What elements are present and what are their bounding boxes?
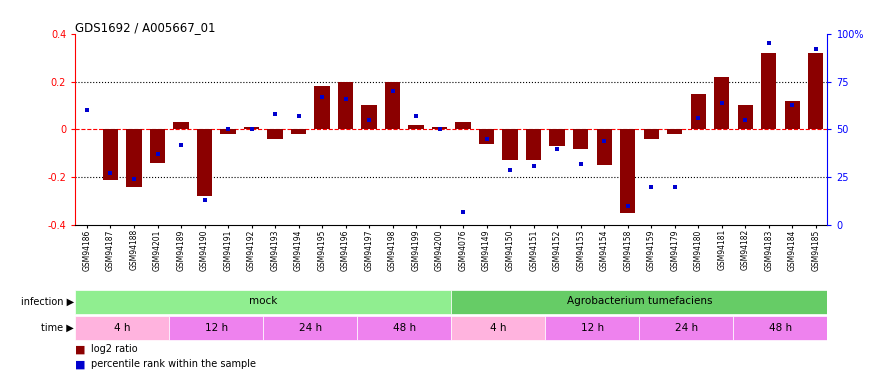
Bar [75, 290, 451, 314]
Bar [550, 129, 565, 146]
Bar [409, 124, 424, 129]
Bar [545, 316, 639, 340]
Bar [643, 129, 658, 139]
Bar [639, 316, 734, 340]
Text: 24 h: 24 h [675, 322, 698, 333]
Text: log2 ratio: log2 ratio [91, 344, 138, 354]
Text: 4 h: 4 h [490, 322, 506, 333]
Bar [75, 316, 169, 340]
Bar [573, 129, 589, 149]
Bar [456, 122, 471, 129]
Bar [503, 129, 518, 160]
Text: 24 h: 24 h [299, 322, 322, 333]
Bar [314, 86, 330, 129]
Text: 12 h: 12 h [581, 322, 604, 333]
Bar [150, 129, 165, 163]
Bar [103, 129, 118, 180]
Bar [808, 53, 823, 129]
Bar [526, 129, 542, 160]
Bar [361, 105, 377, 129]
Bar [432, 127, 447, 129]
Bar [761, 53, 776, 129]
Text: 48 h: 48 h [769, 322, 792, 333]
Bar [127, 129, 142, 187]
Bar [196, 129, 212, 196]
Bar [737, 105, 753, 129]
Bar [690, 93, 706, 129]
Bar [479, 129, 494, 144]
Text: infection ▶: infection ▶ [21, 296, 74, 306]
Text: 12 h: 12 h [204, 322, 227, 333]
Bar [338, 82, 353, 129]
Text: 4 h: 4 h [114, 322, 130, 333]
Bar [785, 101, 800, 129]
Bar [358, 316, 451, 340]
Bar [734, 316, 827, 340]
Bar [620, 129, 635, 213]
Bar [596, 129, 612, 165]
Bar [169, 316, 264, 340]
Text: percentile rank within the sample: percentile rank within the sample [91, 359, 256, 369]
Bar [220, 129, 235, 134]
Bar [451, 290, 827, 314]
Bar [291, 129, 306, 134]
Bar [267, 129, 282, 139]
Text: ■: ■ [75, 344, 86, 354]
Bar [264, 316, 358, 340]
Bar [667, 129, 682, 134]
Bar [385, 82, 400, 129]
Bar [714, 77, 729, 129]
Text: ■: ■ [75, 359, 86, 369]
Bar [173, 122, 189, 129]
Text: GDS1692 / A005667_01: GDS1692 / A005667_01 [75, 21, 216, 34]
Text: mock: mock [249, 296, 278, 306]
Bar [451, 316, 545, 340]
Bar [244, 127, 259, 129]
Text: time ▶: time ▶ [42, 322, 74, 333]
Text: Agrobacterium tumefaciens: Agrobacterium tumefaciens [566, 296, 712, 306]
Text: 48 h: 48 h [393, 322, 416, 333]
